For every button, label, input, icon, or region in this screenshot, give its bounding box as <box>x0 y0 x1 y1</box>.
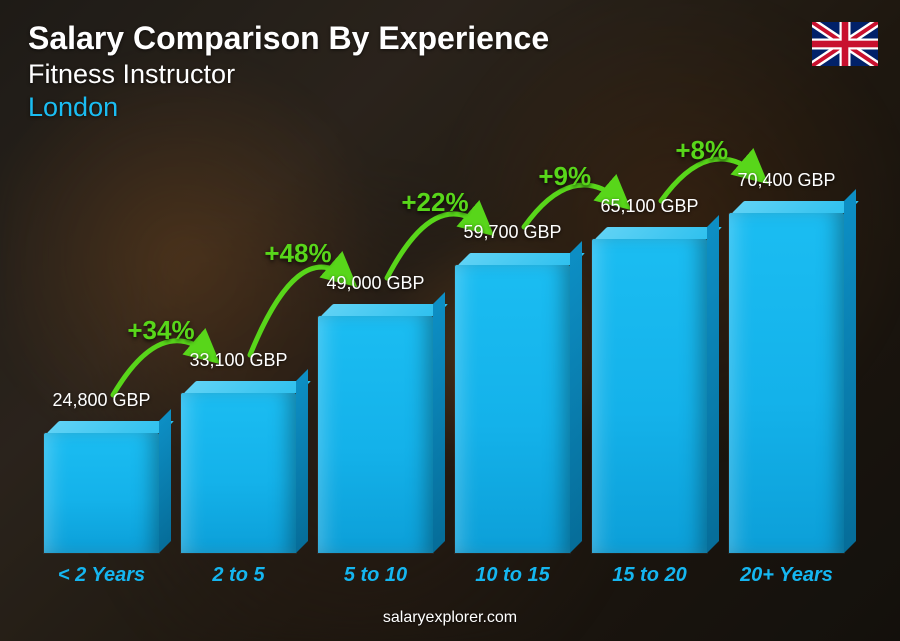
uk-flag-icon <box>812 22 878 66</box>
bar-4 <box>592 239 707 553</box>
pct-label-2: +48% <box>264 238 331 269</box>
bar-value-4: 65,100 GBP <box>600 196 698 217</box>
pct-label-4: +9% <box>538 161 591 192</box>
salary-bar-chart: 24,800 GBP33,100 GBP49,000 GBP59,700 GBP… <box>44 160 844 579</box>
bar-3 <box>455 265 570 553</box>
x-label-1: 2 to 5 <box>181 564 296 587</box>
x-label-5: 20+ Years <box>729 564 844 587</box>
chart-title: Salary Comparison By Experience <box>28 20 549 57</box>
bar-value-0: 24,800 GBP <box>52 390 150 411</box>
chart-subtitle: Fitness Instructor <box>28 59 549 90</box>
bar-col-3: 59,700 GBP <box>455 265 570 553</box>
chart-location: London <box>28 92 549 123</box>
x-label-4: 15 to 20 <box>592 564 707 587</box>
bar-col-5: 70,400 GBP <box>729 213 844 553</box>
x-label-2: 5 to 10 <box>318 564 433 587</box>
x-label-3: 10 to 15 <box>455 564 570 587</box>
pct-label-3: +22% <box>401 187 468 218</box>
bar-col-2: 49,000 GBP <box>318 316 433 553</box>
bar-1 <box>181 393 296 553</box>
x-label-0: < 2 Years <box>44 564 159 587</box>
pct-label-5: +8% <box>675 135 728 166</box>
bar-col-1: 33,100 GBP <box>181 393 296 553</box>
pct-label-1: +34% <box>127 315 194 346</box>
bars-container: 24,800 GBP33,100 GBP49,000 GBP59,700 GBP… <box>44 160 844 553</box>
bar-value-2: 49,000 GBP <box>326 273 424 294</box>
bar-0 <box>44 433 159 553</box>
bar-value-1: 33,100 GBP <box>189 350 287 371</box>
chart-header: Salary Comparison By Experience Fitness … <box>28 20 549 123</box>
bar-2 <box>318 316 433 553</box>
bar-col-4: 65,100 GBP <box>592 239 707 553</box>
bar-value-5: 70,400 GBP <box>737 170 835 191</box>
bar-5 <box>729 213 844 553</box>
bar-col-0: 24,800 GBP <box>44 433 159 553</box>
x-axis-labels: < 2 Years 2 to 5 5 to 10 10 to 15 15 to 20 20… <box>44 564 844 587</box>
source-footer: salaryexplorer.com <box>0 609 900 627</box>
bar-value-3: 59,700 GBP <box>463 222 561 243</box>
